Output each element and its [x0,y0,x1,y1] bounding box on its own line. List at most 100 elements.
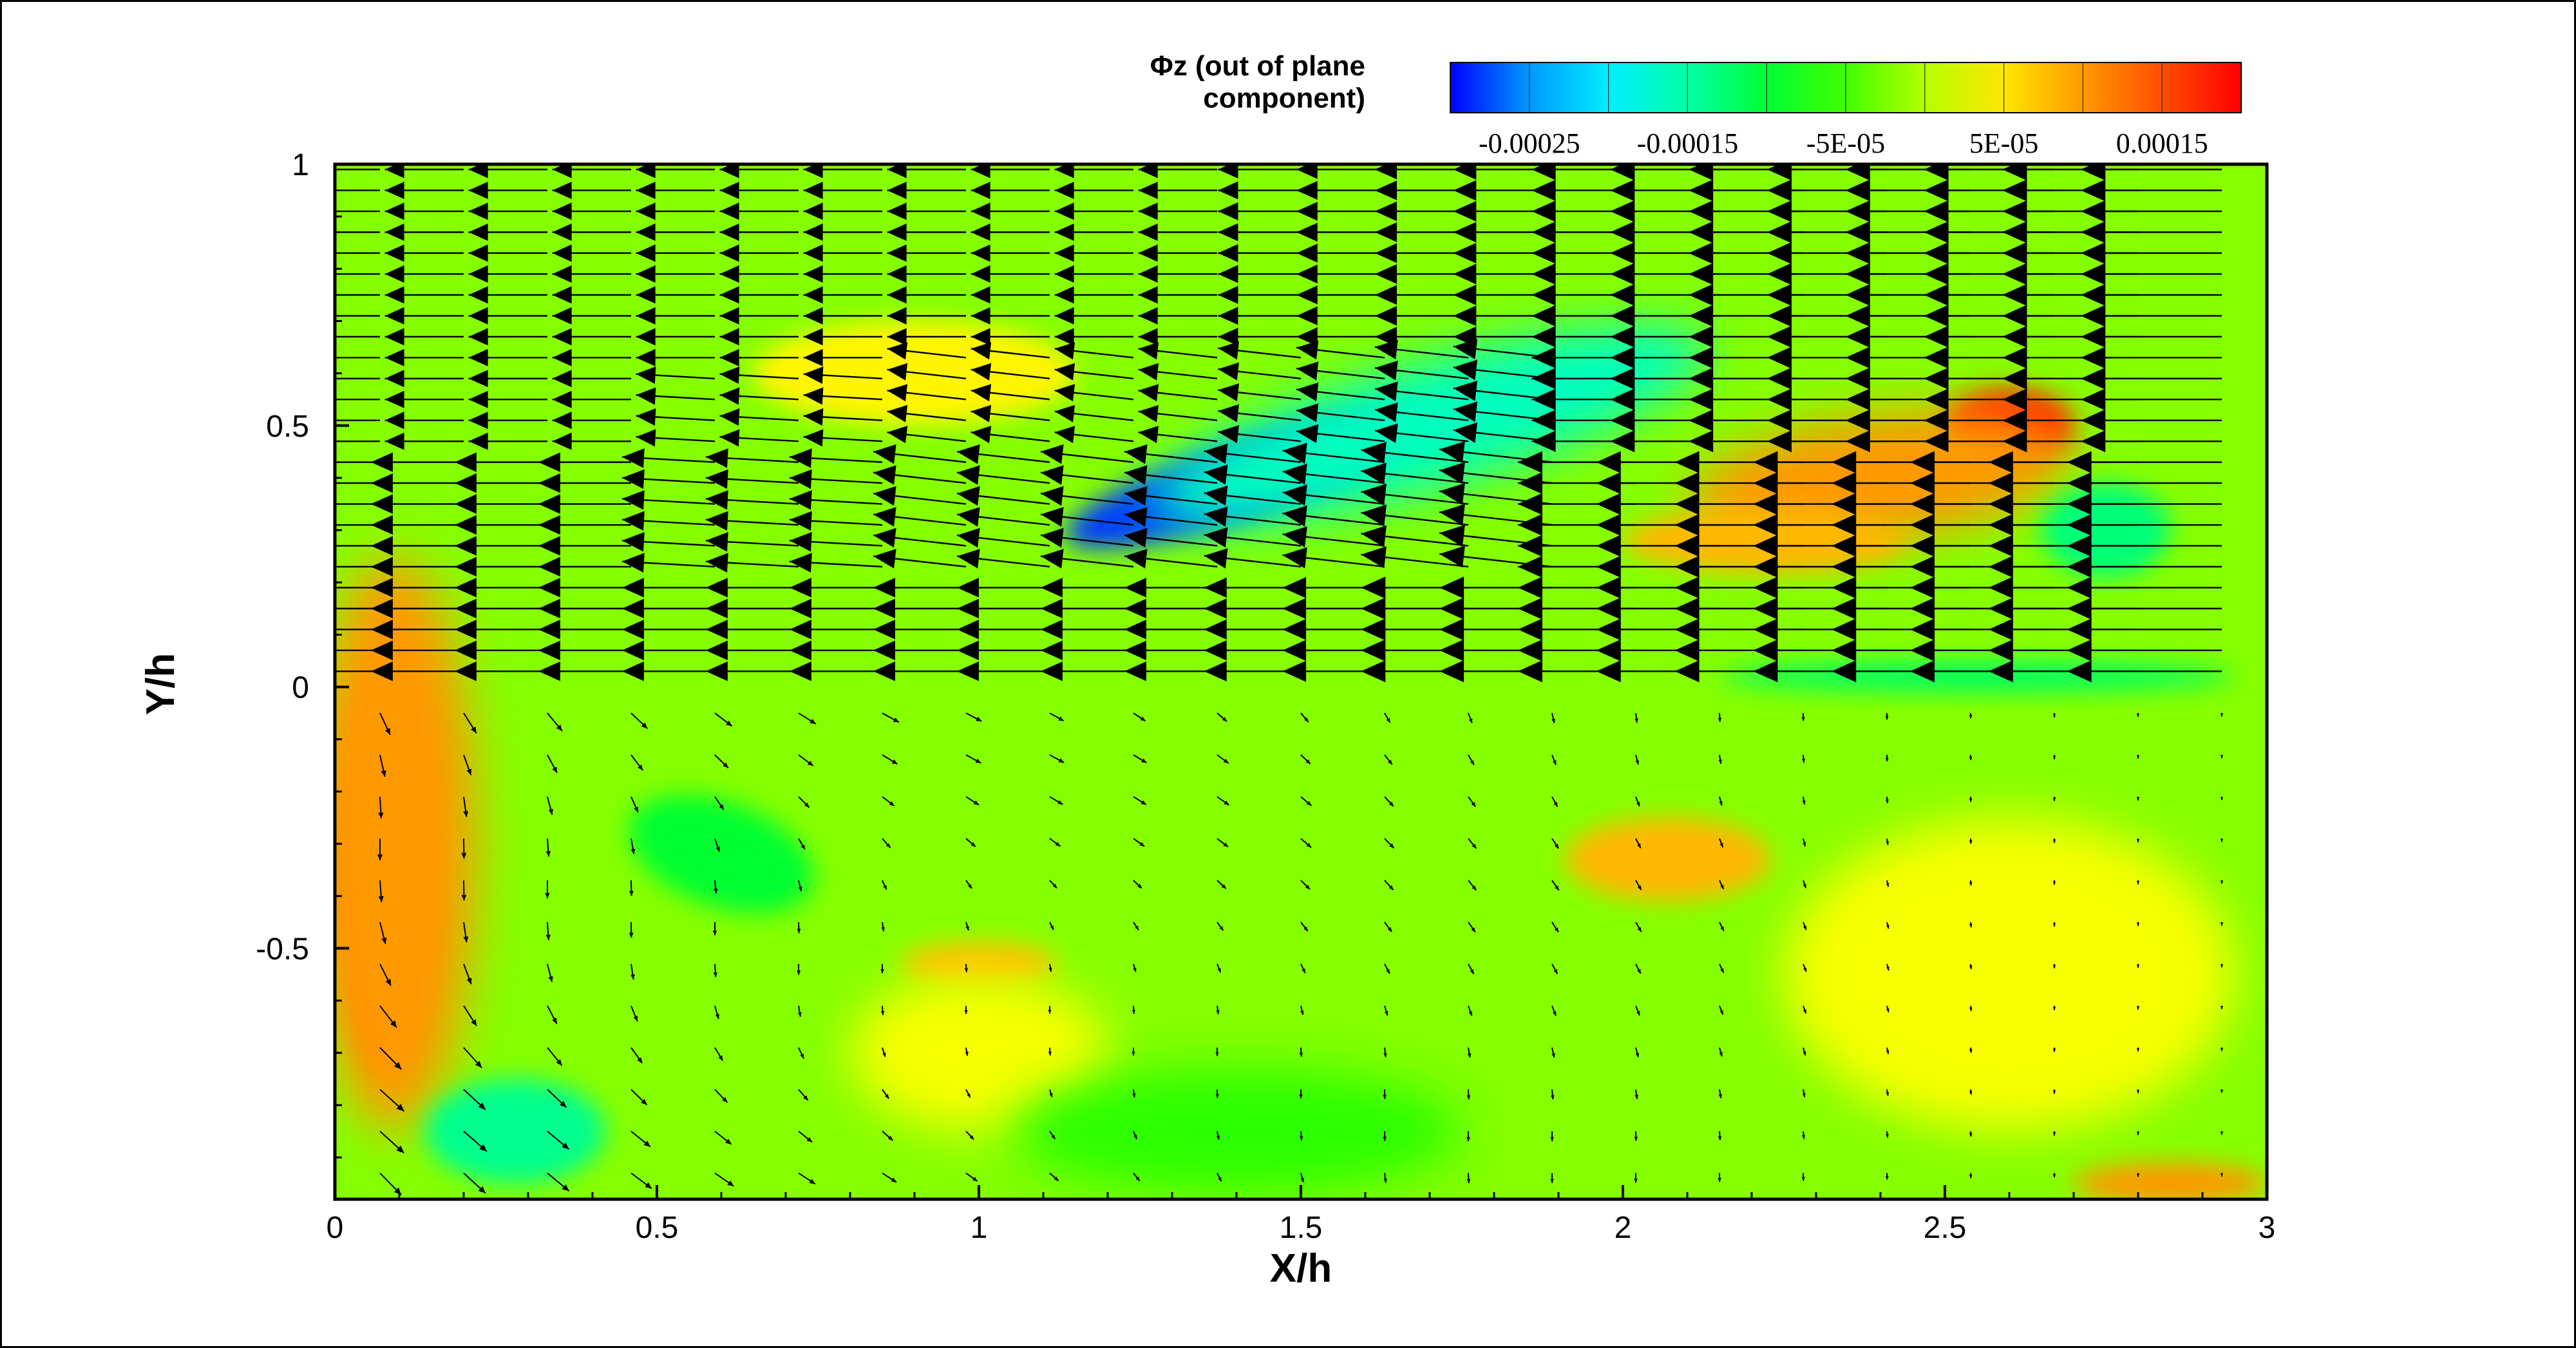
vector-arrow [965,1089,971,1098]
vector-arrow [630,838,636,855]
vector-arrow [1361,525,1469,547]
vector-arrow [965,712,982,722]
vector-arrow [335,587,380,589]
vector-arrow [636,429,715,447]
vector-arrow [2052,797,2056,801]
vector-arrow [1041,598,1133,619]
vector-arrow [1468,712,1473,724]
vector-arrow [2081,164,2222,181]
vector-arrow [719,223,799,242]
vector-arrow [714,1088,728,1103]
vector-arrow [1719,964,1725,973]
vector-arrow [335,252,380,254]
vector-arrow [1132,1089,1136,1097]
vector-arrow [706,640,799,661]
vector-arrow [957,640,1050,661]
x-axis-label: X/h [1270,1246,1332,1291]
vector-arrow [798,712,817,725]
vector-arrow [1300,1173,1304,1182]
vector-arrow [384,164,464,178]
vector-arrow [384,265,464,283]
vector-arrow [1296,285,1385,305]
vector-arrow [1886,964,1889,971]
vector-arrow [335,210,380,213]
vector-arrow [965,880,972,889]
vector-arrow [463,1172,486,1194]
vector-arrow [1218,327,1301,346]
vector-arrow [1216,1005,1220,1014]
vector-arrow [1138,202,1217,220]
vector-arrow [971,202,1050,220]
vector-arrow [971,342,1050,360]
vector-arrow [1886,880,1889,888]
vector-arrow [1384,796,1394,807]
vector-arrow [880,1005,885,1016]
vector-arrow [552,286,631,304]
vector-arrow [1138,384,1218,402]
vector-arrow [1718,1089,1722,1099]
vector-arrow [371,578,464,598]
vector-arrow [1300,838,1312,848]
vector-arrow [971,223,1050,242]
vector-arrow [1635,922,1642,933]
vector-arrow [2052,1173,2056,1178]
vector-arrow [957,620,1050,640]
vector-arrow [790,578,882,598]
vector-arrow [384,244,464,262]
vector-arrow [1133,754,1147,764]
vector-arrow [1124,598,1217,619]
vector-arrow [706,661,799,681]
y-tick-label: -0.5 [256,932,309,966]
contour-feature [1011,1068,1462,1194]
vector-arrow [1719,838,1724,848]
vector-arrow [798,796,810,808]
vector-arrow [1802,1089,1806,1097]
vector-arrow [384,390,464,408]
vector-arrow [335,607,380,610]
vector-arrow [1803,964,1807,973]
vector-arrow [1041,578,1133,598]
vector-arrow [1282,505,1385,527]
vector-arrow [335,336,380,338]
vector-arrow [371,494,464,514]
vector-arrow [714,1172,734,1187]
vector-arrow [789,490,883,510]
vector-arrow [1383,1047,1387,1058]
vector-arrow [1041,620,1133,640]
vector-arrow [335,357,380,359]
vector-arrow [790,620,882,640]
vector-arrow [2220,922,2224,926]
vector-arrow [1468,838,1477,850]
vector-arrow [882,1088,890,1099]
vector-arrow [873,578,966,598]
vector-arrow [2052,838,2056,843]
vector-arrow [630,796,639,813]
vector-arrow [1124,578,1217,598]
vector-arrow [335,168,380,171]
vector-arrow [1551,838,1559,850]
vector-arrow [1384,880,1394,891]
vector-arrow [803,244,882,262]
vector-arrow [803,307,882,325]
colorbar-swatch [1845,62,1926,113]
colorbar-ticks: -0.00025 -0.00015 -5E-05 5E-05 0.00015 [1479,128,2208,159]
vector-arrow [1054,244,1133,262]
vector-arrow [2220,755,2224,759]
vector-arrow [1719,796,1723,806]
vector-arrow [971,363,1050,381]
colorbar-swatches [1450,62,2242,113]
vector-arrow [468,390,547,408]
vector-arrow [379,754,386,777]
vector-arrow [629,922,634,938]
vector-arrow [2220,1131,2224,1135]
vector-arrow [1124,661,1217,681]
vector-arrow [630,1047,643,1064]
vector-arrow [1551,754,1557,766]
vector-arrow [1204,548,1302,569]
vector-arrow [2220,880,2224,884]
x-tick-label: 0.5 [636,1211,679,1245]
vector-arrow [1296,382,1385,402]
vector-arrow [1374,381,1469,401]
vector-arrow [712,922,717,936]
vector-arrow [538,620,631,640]
